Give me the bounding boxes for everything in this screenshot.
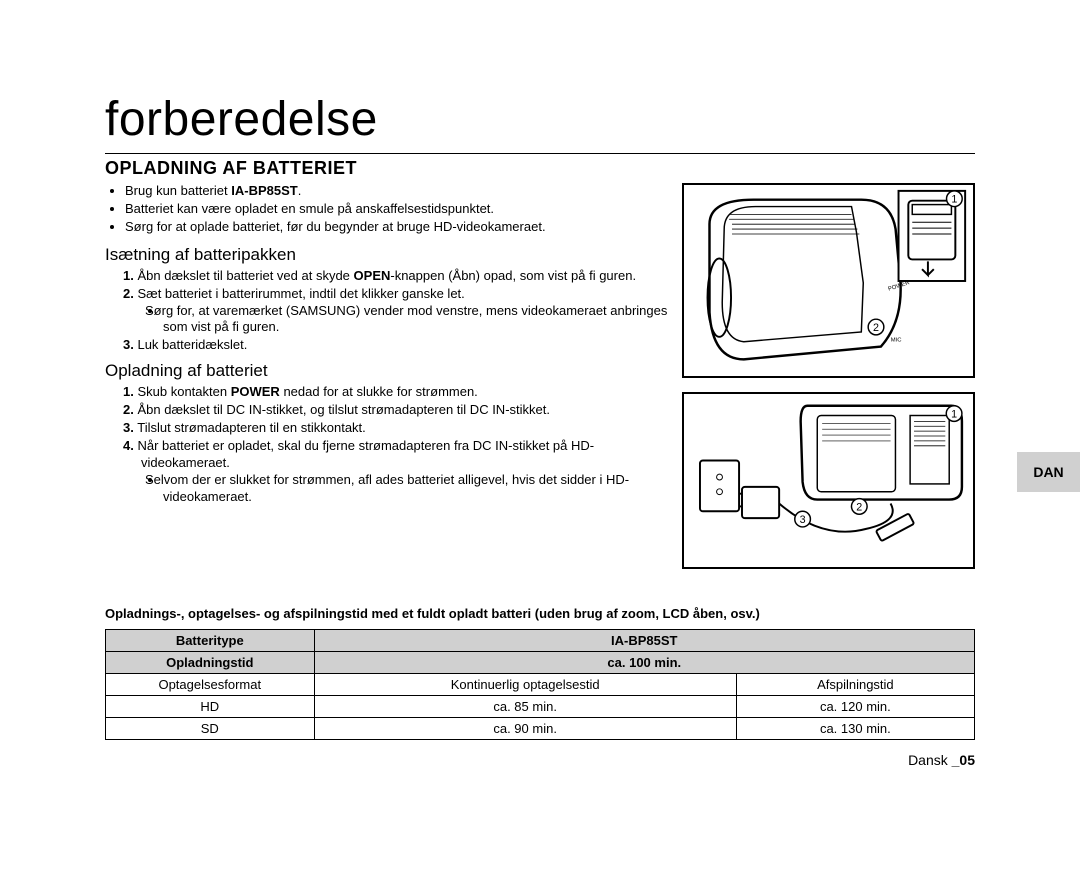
svg-text:POWER: POWER <box>888 280 911 293</box>
bullet: Brug kun batteriet IA-BP85ST. <box>125 183 668 200</box>
section-title: OPLADNING AF BATTERIET <box>105 158 975 179</box>
page-title: forberedelse <box>105 92 975 147</box>
step: 2. Sæt batteriet i batterirummet, indtil… <box>123 286 668 337</box>
bullet: Batteriet kan være opladet en smule på a… <box>125 201 668 218</box>
th-charge-time: Opladningstid <box>106 651 315 673</box>
bullet: Sørg for at oplade batteriet, før du beg… <box>125 219 668 236</box>
divider <box>105 153 975 154</box>
step: 1. Åbn dækslet til batteriet ved at skyd… <box>123 268 668 285</box>
th-charge-value: ca. 100 min. <box>314 651 974 673</box>
col-format: Optagelsesformat <box>106 673 315 695</box>
charge-steps: 1. Skub kontakten POWER nedad for at slu… <box>105 384 668 505</box>
step: 2. Åbn dækslet til DC IN-stikket, og til… <box>123 402 668 419</box>
illustration-column: 1 2 POWER MIC <box>682 183 975 583</box>
th-battery-type: Batteritype <box>106 629 315 651</box>
table-note: Opladnings-, optagelses- og afspilningst… <box>105 605 975 623</box>
footer: Dansk _05 <box>105 752 975 768</box>
col-record: Kontinuerlig optagelsestid <box>314 673 736 695</box>
footer-lang: Dansk <box>908 752 952 768</box>
svg-text:3: 3 <box>800 514 806 526</box>
insert-steps: 1. Åbn dækslet til batteriet ved at skyd… <box>105 268 668 354</box>
table-row: HDca. 85 min.ca. 120 min. <box>106 695 975 717</box>
step: 4. Når batteriet er opladet, skal du fje… <box>123 438 668 506</box>
text-column: Brug kun batteriet IA-BP85ST. Batteriet … <box>105 183 668 583</box>
inner-bullet: Sørg for, at varemærket (SAMSUNG) vender… <box>163 303 668 337</box>
illustration-battery-insert: 1 2 POWER MIC <box>682 183 975 378</box>
inner-bullet: Selvom der er slukket for strømmen, afl … <box>163 472 668 506</box>
th-model: IA-BP85ST <box>314 629 974 651</box>
step: 3. Luk batteridækslet. <box>123 337 668 354</box>
sub-heading-insert: Isætning af batteripakken <box>105 244 668 266</box>
table-row: SDca. 90 min.ca. 130 min. <box>106 717 975 739</box>
svg-text:1: 1 <box>951 408 957 420</box>
footer-page: _05 <box>952 752 975 768</box>
col-play: Afspilningstid <box>736 673 974 695</box>
svg-text:2: 2 <box>873 322 879 334</box>
step: 1. Skub kontakten POWER nedad for at slu… <box>123 384 668 401</box>
step: 3. Tilslut strømadapteren til en stikkon… <box>123 420 668 437</box>
intro-bullets: Brug kun batteriet IA-BP85ST. Batteriet … <box>105 183 668 236</box>
svg-text:MIC: MIC <box>891 338 903 344</box>
svg-text:2: 2 <box>856 501 862 513</box>
sub-heading-charge: Opladning af batteriet <box>105 360 668 382</box>
illustration-charging: 1 2 3 <box>682 392 975 569</box>
svg-text:1: 1 <box>951 194 957 206</box>
language-tab: DAN <box>1017 452 1080 492</box>
battery-table: Batteritype IA-BP85ST Opladningstid ca. … <box>105 629 975 740</box>
